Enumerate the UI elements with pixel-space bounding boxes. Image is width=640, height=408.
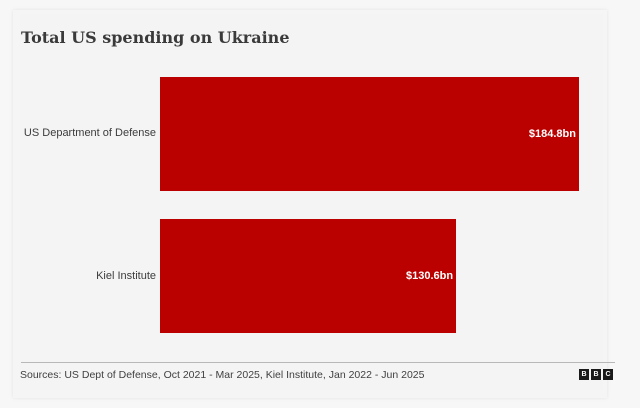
bar-kiel: $130.6bn <box>160 219 457 333</box>
bbc-logo: B B C <box>579 369 613 380</box>
bar-dod: $184.8bn <box>160 77 579 191</box>
chart-card <box>13 10 607 398</box>
chart-title: Total US spending on Ukraine <box>21 28 290 47</box>
category-label-kiel: Kiel Institute <box>96 270 156 282</box>
chart-inner <box>20 14 603 390</box>
bar-value-kiel: $130.6bn <box>406 270 454 282</box>
logo-letter-b2: B <box>591 369 601 380</box>
logo-letter-c: C <box>603 369 613 380</box>
bar-value-dod: $184.8bn <box>528 128 576 140</box>
category-label-dod: US Department of Defense <box>23 127 156 139</box>
logo-letter-b1: B <box>579 369 589 380</box>
footer-divider <box>21 362 615 363</box>
source-note: Sources: US Dept of Defense, Oct 2021 - … <box>20 369 425 381</box>
